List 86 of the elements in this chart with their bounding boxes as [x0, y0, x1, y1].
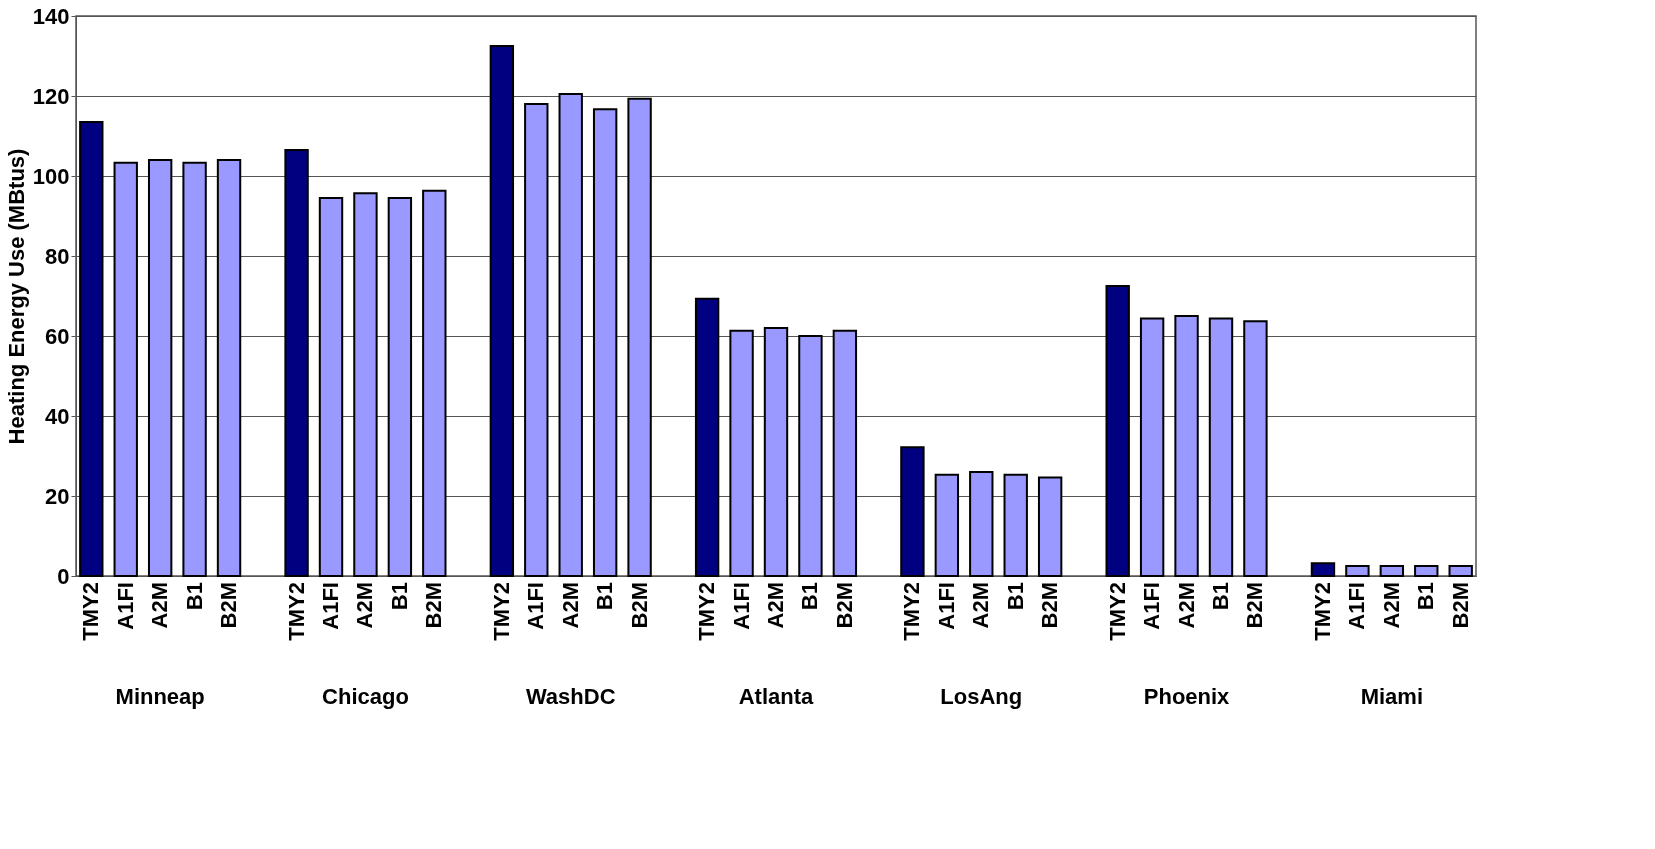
bar — [1174, 315, 1199, 577]
bar — [1208, 317, 1234, 577]
text: A2M — [1378, 582, 1404, 629]
text: A1FI — [1139, 582, 1165, 630]
y-tick-label: 40 — [45, 403, 70, 429]
y-tick-label: 60 — [45, 323, 70, 349]
bar — [1310, 562, 1336, 577]
text: B1 — [1413, 582, 1439, 611]
bar — [1139, 317, 1165, 577]
bar — [1448, 565, 1473, 577]
text: B1 — [386, 582, 412, 611]
text: B1 — [1002, 582, 1028, 611]
text: TMY2 — [78, 582, 104, 641]
bar — [387, 197, 413, 577]
bar — [1379, 565, 1405, 577]
bar — [969, 471, 994, 577]
bar — [558, 93, 583, 577]
text: TMY2 — [488, 582, 514, 641]
bar — [147, 159, 173, 577]
text: A1FI — [112, 582, 138, 630]
text: A1FI — [728, 582, 754, 630]
text: B2M — [1037, 582, 1063, 629]
bar — [1105, 285, 1130, 577]
x-tick-label: Atlanta — [738, 683, 815, 709]
bar — [1414, 565, 1439, 577]
text: B1 — [797, 582, 823, 611]
y-tick-label: 140 — [32, 3, 70, 29]
bar — [489, 45, 515, 577]
text: B2M — [1447, 582, 1473, 629]
bar — [1003, 473, 1028, 577]
bar — [900, 446, 925, 577]
bar — [729, 329, 754, 577]
text: B2M — [626, 582, 652, 629]
text: A1FI — [933, 582, 959, 630]
text: TMY2 — [1104, 582, 1130, 641]
bar — [79, 121, 104, 577]
bar — [524, 103, 549, 577]
bar — [422, 189, 447, 577]
y-tick-label: 120 — [32, 83, 70, 109]
text: TMY2 — [694, 582, 720, 641]
text: B2M — [421, 582, 447, 629]
x-tick-label: Miami — [1360, 683, 1424, 709]
text: A2M — [147, 582, 173, 629]
text: A1FI — [1344, 582, 1370, 630]
y-tick-label: 0 — [57, 563, 70, 589]
text: B2M — [216, 582, 242, 629]
bar — [592, 108, 618, 577]
text: A1FI — [318, 582, 344, 630]
y-tick-label: 100 — [32, 163, 70, 189]
text: B2M — [831, 582, 857, 629]
text: A2M — [352, 582, 378, 629]
bar — [934, 473, 960, 577]
text: A2M — [557, 582, 583, 629]
x-tick-label: Minneap — [115, 683, 205, 709]
bar — [1037, 476, 1063, 577]
text: A2M — [968, 582, 994, 629]
y-axis-title: Heating Energy Use (MBtus) — [3, 148, 29, 445]
x-tick-label: WashDC — [525, 683, 616, 709]
text: A2M — [1173, 582, 1199, 629]
x-tick-label: Phoenix — [1143, 683, 1231, 709]
y-tick-label: 20 — [45, 483, 70, 509]
x-tick-label: Chicago — [322, 683, 409, 709]
y-tick-label: 80 — [45, 243, 70, 269]
text: TMY2 — [283, 582, 309, 641]
text: TMY2 — [899, 582, 925, 641]
bar — [216, 159, 242, 577]
bar — [318, 197, 344, 577]
text: B1 — [181, 582, 207, 611]
bar — [182, 161, 207, 577]
bar — [1345, 565, 1370, 577]
bar — [1243, 320, 1268, 577]
bar — [113, 161, 138, 577]
text: TMY2 — [1309, 582, 1335, 641]
text: B1 — [592, 582, 618, 611]
bar — [763, 327, 789, 577]
bar — [694, 297, 720, 577]
bar — [353, 192, 378, 577]
bar — [798, 335, 823, 577]
text: B1 — [1207, 582, 1233, 611]
text: A1FI — [523, 582, 549, 630]
text: A2M — [763, 582, 788, 629]
bar — [627, 97, 652, 577]
bar — [832, 329, 858, 577]
text: B2M — [1242, 582, 1268, 629]
x-tick-label: LosAng — [940, 683, 1023, 709]
bar — [284, 149, 309, 577]
